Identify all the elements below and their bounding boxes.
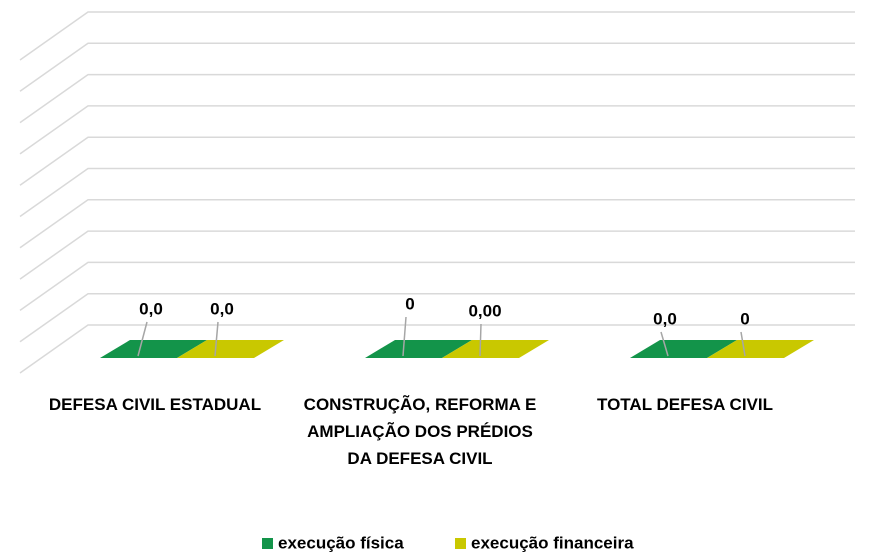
grid-line [19, 105, 855, 155]
grid-line [19, 167, 855, 218]
bar [177, 340, 284, 358]
grid-line [19, 261, 855, 312]
leader-line [137, 321, 148, 357]
grid-line [19, 230, 855, 280]
leader-line [740, 331, 746, 357]
bar [630, 340, 737, 358]
bar [707, 340, 814, 358]
x-tick-label: DEFESA CIVIL ESTADUAL [48, 395, 262, 414]
legend-label: execução física [278, 533, 404, 552]
bar [365, 340, 472, 358]
leader-line [479, 323, 482, 357]
grid-line [19, 292, 855, 343]
grid-line [19, 73, 855, 124]
grid-line [19, 42, 855, 92]
data-label: 0,00 [468, 301, 501, 320]
data-label: 0,0 [653, 309, 677, 328]
bar [100, 340, 207, 358]
grid-line [19, 136, 855, 186]
data-label: 0,0 [139, 299, 163, 318]
leader-line [660, 331, 669, 357]
leader-line [402, 316, 407, 357]
data-label: 0,0 [210, 299, 234, 318]
bar [442, 340, 549, 358]
leader-line [214, 321, 219, 357]
x-tick-label: TOTAL DEFESA CIVIL [597, 395, 773, 414]
legend-swatch [262, 538, 273, 549]
grid-line [19, 324, 855, 374]
x-tick-label: CONSTRUÇÃO, REFORMA E AMPLIAÇÃO DOS PRÉD… [303, 395, 537, 468]
legend-label: execução financeira [471, 533, 634, 552]
grid-line [19, 11, 855, 61]
legend-swatch [455, 538, 466, 549]
data-label: 0 [405, 294, 414, 313]
grid-line [19, 199, 855, 249]
data-label: 0 [740, 309, 749, 328]
